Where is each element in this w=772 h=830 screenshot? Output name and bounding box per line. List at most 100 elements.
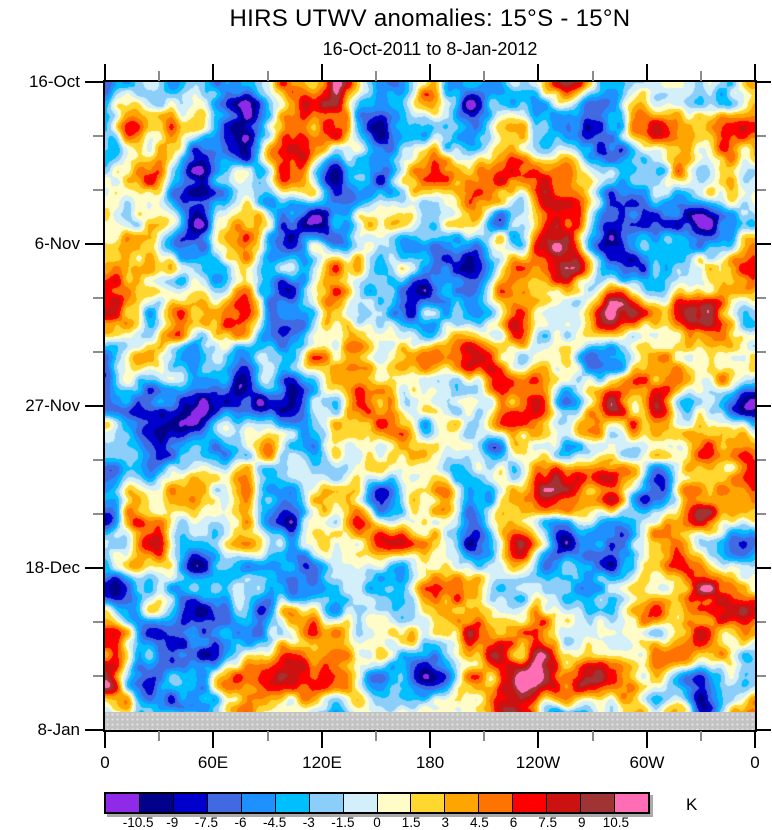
colorbar-tick-label: 0 [373,815,381,830]
y-tick-label: 27-Nov [25,396,80,415]
colorbar-cell [376,794,411,812]
y-major-tick-right [757,567,771,569]
y-major-tick-right [757,81,771,83]
x-tick-label: 0 [100,753,110,772]
colorbar-cell [546,794,581,812]
y-minor-tick-right [757,135,766,137]
y-major-tick-left [85,405,103,407]
colorbar-tick-label: 7.5 [538,815,558,830]
y-tick-label: 6-Nov [34,234,80,253]
y-minor-tick-left [93,351,103,353]
colorbar-cell [342,794,377,812]
y-minor-tick-left [93,135,103,137]
y-major-tick-left [85,243,103,245]
colorbar-tick-label: 10.5 [602,815,630,830]
y-minor-tick-right [757,513,766,515]
colorbar-cell [614,794,648,812]
colorbar [104,792,650,814]
x-minor-tick-top [592,71,594,81]
colorbar-tick-label: -10.5 [122,815,154,830]
colorbar-tick-label: -9 [166,815,179,830]
y-major-tick-left [85,567,103,569]
x-minor-tick-bottom [483,731,485,741]
colorbar-tick-label: 3 [441,815,450,830]
colorbar-cell [410,794,445,812]
colorbar-tick-label: -7.5 [194,815,219,830]
x-major-tick-top [321,64,323,81]
x-major-tick-top [429,64,431,81]
x-minor-tick-top [700,71,702,81]
colorbar-cell [444,794,479,812]
colorbar-tick-label: 9 [577,815,586,830]
x-major-tick-bottom [429,731,431,748]
y-minor-tick-left [93,675,103,677]
y-minor-tick-right [757,675,766,677]
chart-subtitle: 16-Oct-2011 to 8-Jan-2012 [322,39,538,59]
y-minor-tick-left [93,459,103,461]
missing-data-band [105,712,755,730]
y-tick-label: 8-Jan [37,720,80,739]
x-major-tick-top [646,64,648,81]
y-minor-tick-right [757,189,766,191]
colorbar-tick-label: -6 [234,815,247,830]
x-minor-tick-top [375,71,377,81]
y-major-tick-right [757,243,771,245]
colorbar-cell [274,794,309,812]
colorbar-tick-label: 1.5 [401,815,421,830]
colorbar-cell [240,794,275,812]
x-major-tick-top [104,64,106,81]
y-minor-tick-left [93,621,103,623]
x-tick-label: 60E [197,753,229,772]
x-minor-tick-top [158,71,160,81]
x-tick-label: 120W [515,753,561,772]
y-tick-label: 18-Dec [25,558,80,577]
x-tick-label: 60W [629,753,665,772]
y-major-tick-right [757,729,771,731]
colorbar-tick-label: -4.5 [262,815,287,830]
colorbar-unit-label: K [686,795,698,814]
y-minor-tick-right [757,351,766,353]
x-minor-tick-bottom [267,731,269,741]
y-major-tick-right [757,405,771,407]
x-major-tick-bottom [754,731,756,748]
colorbar-cell [206,794,241,812]
x-major-tick-bottom [212,731,214,748]
anomaly-field-canvas [105,82,755,730]
y-major-tick-left [85,729,103,731]
x-tick-label: 180 [415,753,445,772]
colorbar-cell [512,794,547,812]
y-minor-tick-left [93,297,103,299]
x-tick-label: 120E [302,753,342,772]
x-major-tick-top [537,64,539,81]
y-minor-tick-right [757,621,766,623]
y-tick-label: 16-Oct [28,72,80,91]
x-minor-tick-top [483,71,485,81]
x-major-tick-top [212,64,214,81]
x-minor-tick-bottom [700,731,702,741]
colorbar-tick-label: -3 [302,815,315,830]
colorbar-tick-label: 4.5 [469,815,489,830]
x-major-tick-bottom [646,731,648,748]
y-minor-tick-left [93,513,103,515]
colorbar-cell [478,794,513,812]
y-minor-tick-right [757,297,766,299]
x-major-tick-bottom [321,731,323,748]
y-major-tick-left [85,81,103,83]
colorbar-cell [172,794,207,812]
colorbar-cell [138,794,173,812]
x-minor-tick-bottom [158,731,160,741]
chart-title: HIRS UTWV anomalies: 15°S - 15°N [229,5,631,32]
colorbar-cell [580,794,615,812]
x-major-tick-bottom [537,731,539,748]
colorbar-cell [106,794,139,812]
colorbar-tick-label: 6 [509,815,518,830]
x-minor-tick-bottom [375,731,377,741]
x-minor-tick-bottom [592,731,594,741]
colorbar-cell [308,794,343,812]
x-major-tick-bottom [104,731,106,748]
y-minor-tick-left [93,189,103,191]
colorbar-tick-label: -1.5 [331,815,355,830]
x-major-tick-top [754,64,756,81]
y-minor-tick-right [757,459,766,461]
